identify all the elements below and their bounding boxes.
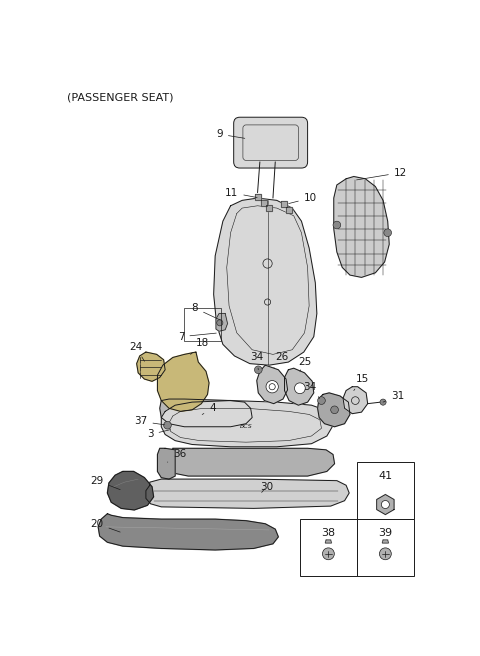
Text: BCS: BCS bbox=[240, 424, 252, 429]
Circle shape bbox=[331, 406, 338, 414]
Bar bbox=[357, 519, 414, 576]
Circle shape bbox=[333, 221, 341, 229]
Polygon shape bbox=[266, 205, 272, 211]
Polygon shape bbox=[146, 479, 349, 508]
Text: 9: 9 bbox=[216, 129, 245, 139]
Polygon shape bbox=[108, 472, 154, 510]
FancyBboxPatch shape bbox=[234, 117, 308, 168]
Text: 12: 12 bbox=[357, 168, 407, 180]
Circle shape bbox=[254, 366, 262, 374]
Polygon shape bbox=[160, 399, 252, 427]
Text: 10: 10 bbox=[289, 193, 317, 203]
Text: 20: 20 bbox=[90, 519, 120, 532]
Circle shape bbox=[164, 421, 171, 429]
Text: 18: 18 bbox=[191, 338, 209, 354]
Text: 24: 24 bbox=[129, 342, 144, 361]
Polygon shape bbox=[137, 352, 165, 381]
Polygon shape bbox=[377, 495, 394, 514]
Circle shape bbox=[295, 383, 305, 394]
Text: 31: 31 bbox=[383, 391, 404, 402]
Polygon shape bbox=[286, 207, 292, 213]
Polygon shape bbox=[343, 387, 368, 414]
Polygon shape bbox=[168, 448, 335, 476]
Text: 37: 37 bbox=[134, 417, 165, 426]
Circle shape bbox=[384, 229, 392, 237]
Text: 3: 3 bbox=[147, 430, 170, 440]
Circle shape bbox=[318, 397, 325, 405]
Text: 41: 41 bbox=[378, 471, 393, 481]
Polygon shape bbox=[214, 198, 317, 365]
Text: 30: 30 bbox=[260, 482, 273, 493]
Text: 11: 11 bbox=[225, 188, 257, 197]
Polygon shape bbox=[261, 199, 267, 206]
Text: 34: 34 bbox=[303, 382, 320, 398]
Polygon shape bbox=[382, 540, 388, 543]
Text: 38: 38 bbox=[321, 528, 336, 538]
Polygon shape bbox=[216, 314, 228, 331]
Text: 15: 15 bbox=[354, 374, 369, 390]
Polygon shape bbox=[318, 393, 350, 427]
Circle shape bbox=[323, 548, 334, 560]
Text: 4: 4 bbox=[202, 403, 216, 415]
Polygon shape bbox=[281, 201, 287, 207]
Text: 36: 36 bbox=[168, 449, 186, 462]
Bar bbox=[184, 308, 221, 340]
Polygon shape bbox=[255, 194, 262, 200]
Text: 34: 34 bbox=[250, 352, 263, 370]
Polygon shape bbox=[257, 365, 288, 403]
Polygon shape bbox=[285, 368, 314, 405]
Circle shape bbox=[380, 399, 386, 405]
Text: 25: 25 bbox=[299, 357, 312, 371]
Text: 39: 39 bbox=[378, 528, 393, 538]
Text: 8: 8 bbox=[192, 303, 220, 320]
Text: 26: 26 bbox=[274, 352, 288, 367]
Circle shape bbox=[382, 501, 389, 508]
Polygon shape bbox=[334, 176, 389, 277]
Polygon shape bbox=[157, 352, 209, 411]
Text: 29: 29 bbox=[90, 476, 120, 489]
Polygon shape bbox=[161, 401, 332, 447]
Circle shape bbox=[380, 548, 391, 560]
Bar bbox=[357, 462, 414, 519]
Circle shape bbox=[217, 319, 223, 326]
Text: (PASSENGER SEAT): (PASSENGER SEAT) bbox=[67, 92, 174, 102]
Bar bbox=[300, 519, 357, 576]
Polygon shape bbox=[157, 448, 175, 479]
Text: 7: 7 bbox=[178, 332, 216, 342]
Polygon shape bbox=[98, 514, 278, 550]
Polygon shape bbox=[325, 540, 332, 543]
Circle shape bbox=[266, 380, 278, 393]
